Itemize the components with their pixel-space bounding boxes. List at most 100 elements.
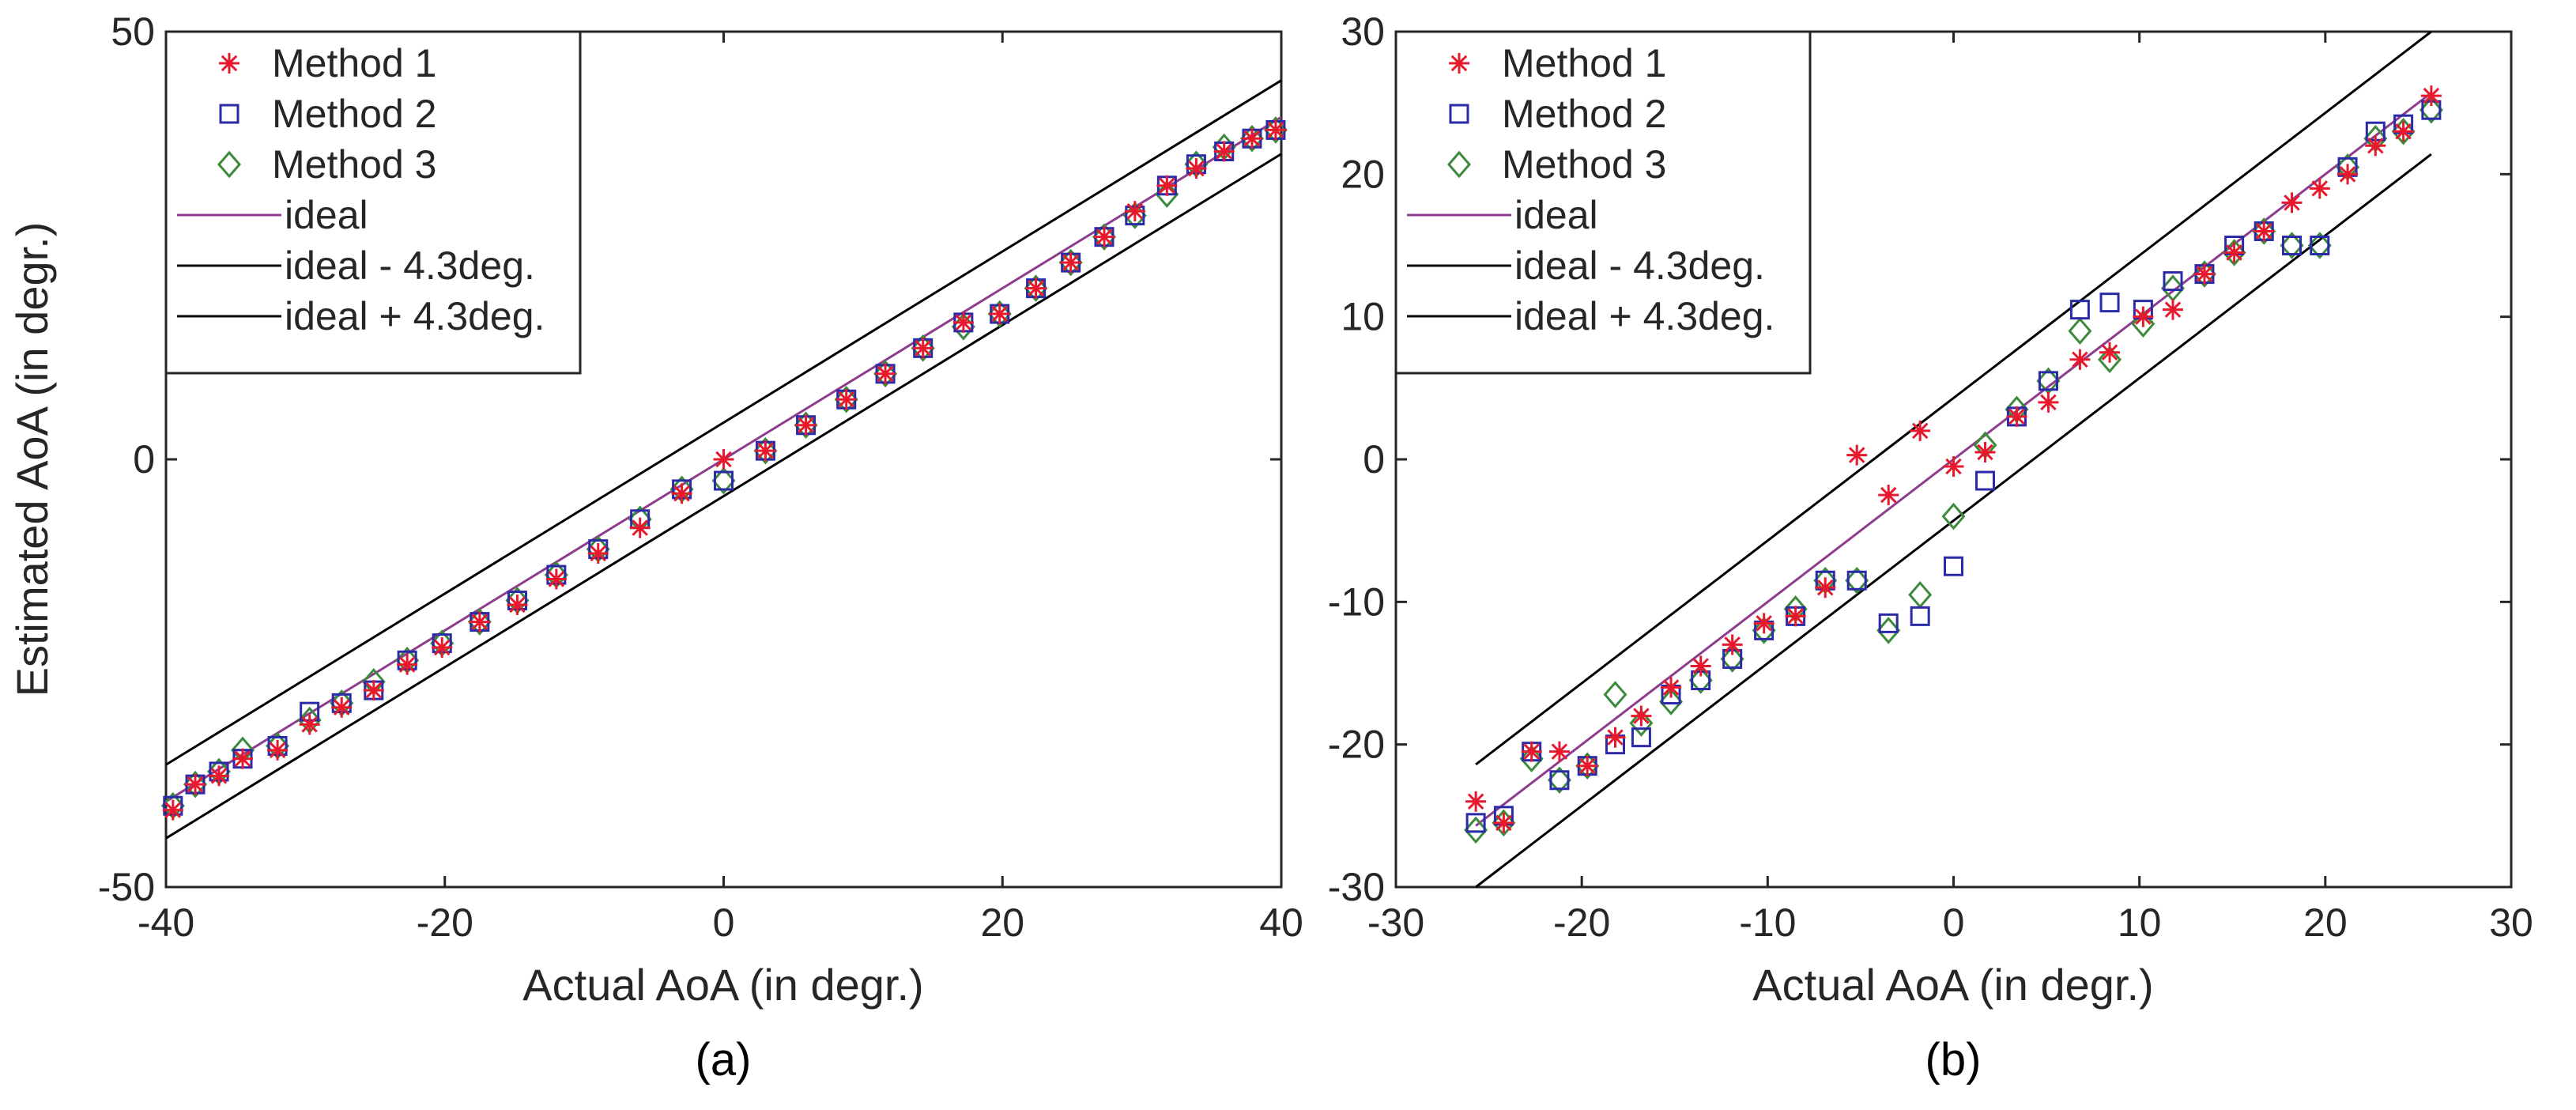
x-tick-label: 0 [1943, 900, 1965, 945]
point-method-1 [1605, 727, 1626, 748]
point-method-1 [795, 414, 817, 436]
point-method-1 [1213, 141, 1235, 162]
point-method-1 [1753, 613, 1775, 634]
point-method-1 [1577, 755, 1598, 776]
y-tick-label: 50 [111, 9, 155, 54]
legend-marker-swatch [1447, 150, 1471, 179]
legend-marker-swatch [1449, 104, 1469, 124]
point-method-1 [587, 543, 609, 564]
point-method-1 [209, 765, 230, 787]
point-method-1 [1846, 444, 1868, 466]
point-method-2 [1974, 470, 1995, 491]
point-method-3 [1547, 766, 1571, 795]
point-method-1 [1521, 741, 1542, 762]
y-tick-label: 30 [1341, 9, 1385, 54]
point-method-2 [1631, 727, 1651, 748]
point-method-1 [507, 594, 528, 615]
y-tick-label: -30 [1328, 865, 1385, 909]
point-method-3 [1058, 248, 1083, 277]
point-method-3 [467, 608, 492, 636]
point-method-3 [1155, 180, 1179, 208]
point-method-1 [2038, 391, 2059, 413]
tick-labels-b: -30 -20 -10 0 10 20 30 -30 -20 -10 0 10 20 30 [1328, 9, 2533, 945]
point-method-3 [1876, 617, 1901, 644]
point-method-1 [1631, 705, 1652, 727]
point-method-1 [545, 568, 567, 590]
point-method-1 [2365, 135, 2386, 157]
point-method-1 [713, 449, 734, 470]
point-method-1 [1094, 226, 1115, 247]
x-tick-label: 40 [1259, 900, 1303, 945]
legend-label: Method 2 [272, 92, 436, 136]
legend-label: Method 3 [272, 142, 436, 187]
point-method-2 [2069, 300, 2090, 320]
point-method-3 [911, 334, 935, 362]
point-method-2 [2282, 236, 2303, 255]
caption-a: (a) [696, 1034, 752, 1085]
legend-marker-swatch [1449, 53, 1469, 74]
point-method-3 [1092, 223, 1116, 251]
legend-marker-swatch [219, 53, 239, 74]
point-method-2 [1878, 613, 1899, 633]
y-axis-label-a: Estimated AoA (in degr.) [7, 222, 57, 697]
point-method-1 [1722, 634, 1743, 655]
point-method-1 [2337, 164, 2359, 185]
x-tick-label: 0 [713, 900, 735, 945]
legend-label: Method 2 [1502, 92, 1666, 136]
point-method-3 [2222, 239, 2246, 266]
point-method-2 [1910, 606, 1930, 626]
legend-label: ideal - 4.3deg. [1514, 244, 1765, 288]
data-points-a [160, 116, 1288, 821]
legend-label: ideal + 4.3deg. [285, 294, 545, 338]
point-method-2 [1846, 570, 1867, 591]
point-method-1 [912, 338, 933, 359]
point-method-1 [2162, 299, 2183, 320]
point-method-3 [1688, 666, 1713, 694]
point-method-1 [2393, 121, 2414, 142]
point-method-1 [1943, 456, 1964, 478]
legend-marker-swatch [217, 150, 241, 179]
point-method-2 [2038, 371, 2058, 391]
point-method-1 [2069, 349, 2091, 370]
line-ideal-4-3deg- [165, 153, 1282, 840]
x-tick-label: 30 [2489, 900, 2533, 945]
point-method-1 [835, 389, 857, 410]
data-points-b [1464, 85, 2443, 844]
y-tick-label: 0 [133, 437, 155, 481]
point-method-1 [2193, 263, 2215, 285]
point-method-1 [232, 748, 254, 769]
point-method-1 [432, 637, 453, 659]
line-ideal-4-3deg- [1475, 30, 2432, 766]
y-tick-label: 10 [1341, 295, 1385, 339]
point-method-3 [2307, 232, 2332, 259]
point-method-2 [2163, 271, 2183, 292]
legend-label: ideal [285, 193, 368, 237]
point-method-3 [1720, 645, 1744, 673]
legend-label: ideal - 4.3deg. [285, 244, 535, 288]
x-axis-label-b: Actual AoA (in degr.) [1752, 960, 2153, 1010]
point-method-1 [1156, 175, 1178, 196]
legend-label: ideal + 4.3deg. [1514, 294, 1775, 338]
line-ideal-4-3deg- [1475, 153, 2432, 889]
line-ideal-4-3deg- [165, 79, 1282, 766]
y-tick-label: 20 [1341, 152, 1385, 196]
point-method-1 [1186, 158, 1207, 179]
point-method-1 [397, 654, 418, 675]
point-method-3 [1239, 124, 1264, 153]
point-method-1 [671, 483, 692, 504]
point-method-3 [2068, 317, 2092, 345]
x-tick-label: 20 [2303, 900, 2348, 945]
x-tick-label: 10 [2118, 900, 2162, 945]
point-method-1 [1910, 420, 1931, 441]
point-method-3 [183, 770, 208, 799]
point-method-1 [1060, 252, 1081, 274]
point-method-1 [875, 363, 896, 384]
y-tick-label: -20 [1328, 723, 1385, 767]
point-method-1 [363, 680, 384, 701]
point-method-1 [755, 440, 776, 462]
point-method-1 [629, 517, 651, 538]
point-method-1 [185, 774, 206, 795]
point-method-3 [2131, 310, 2155, 338]
x-tick-label: 20 [980, 900, 1024, 945]
